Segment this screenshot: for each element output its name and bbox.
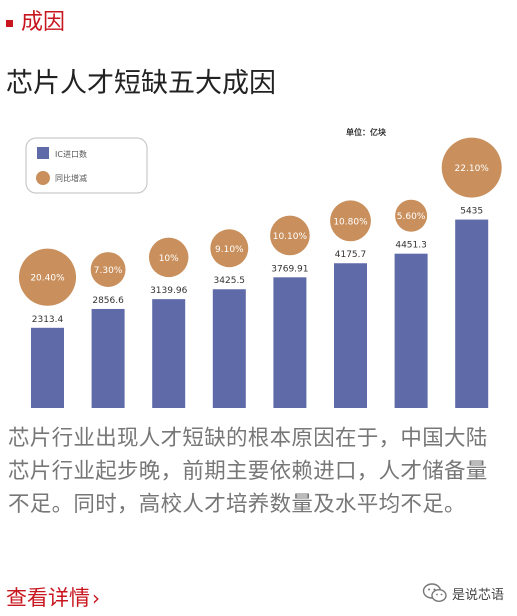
bar-6 — [334, 263, 367, 408]
bubble-1 — [18, 248, 77, 306]
bar-4 — [212, 289, 246, 408]
bubble-5 — [270, 215, 310, 256]
legend-swatch-bubble — [36, 171, 50, 185]
bubble-3 — [148, 237, 189, 278]
wechat-icon — [422, 583, 447, 603]
bubble-7 — [395, 199, 428, 232]
bubble-value-label-8: 22.10% — [455, 164, 490, 174]
bar-value-label-6: 4175.7 — [335, 250, 367, 260]
bubble-value-label-5: 10.10% — [273, 232, 308, 242]
chevron-right-icon: › — [92, 586, 100, 610]
bubble-value-label-6: 10.80% — [333, 217, 368, 227]
legend-label-bubble: 同比增减 — [55, 173, 87, 183]
bubble-value-label-3: 10% — [159, 254, 179, 264]
bubbles-group: 20.40% 7.30% 10% 9.10% 10.10% 10.80% 5.60% 22.1… — [18, 137, 502, 306]
section-label: 成因 — [21, 10, 66, 35]
bar-3 — [152, 299, 186, 408]
bubble-6 — [330, 200, 371, 242]
chart-unit-label: 单位：亿块 — [346, 127, 387, 137]
bar-value-label-2: 2856.6 — [92, 296, 124, 306]
view-details-link[interactable]: 查看详情 › — [6, 583, 100, 613]
bubble-value-label-2: 7.30% — [94, 266, 123, 276]
bar-1 — [31, 327, 64, 408]
legend-swatch-bar — [37, 147, 49, 159]
bars-group: 2313.4 2856.6 3139.96 3425.5 3769.91 4175.7 44… — [31, 207, 489, 408]
bar-2 — [91, 308, 125, 408]
section-header: 成因 — [6, 6, 65, 40]
bubble-4 — [210, 229, 249, 268]
bar-8 — [455, 219, 489, 408]
watermark: 是说芯语 — [422, 578, 504, 608]
bubble-8 — [441, 137, 502, 198]
bar-value-label-3: 3139.96 — [150, 286, 187, 296]
bar-value-label-8: 5435 — [460, 207, 483, 217]
bar-5 — [273, 277, 307, 408]
legend-frame — [25, 137, 148, 194]
section-marker — [6, 19, 13, 27]
bar-value-label-1: 2313.4 — [32, 315, 64, 325]
article-body: 芯片行业出现人才短缺的根本原因在于，中国大陆芯片行业起步晚，前期主要依赖进口，人… — [8, 426, 488, 517]
bar-value-label-4: 3425.5 — [214, 276, 246, 286]
chart-legend: IC进口数 同比增减 — [25, 137, 148, 194]
bar-value-label-7: 4451.3 — [395, 241, 427, 251]
legend-label-bar: IC进口数 — [55, 149, 87, 159]
bar-7 — [394, 253, 428, 408]
view-details-label: 查看详情 — [6, 586, 90, 610]
bubble-2 — [90, 252, 126, 287]
article-title: 芯片人才短缺五大成因 — [6, 68, 276, 99]
watermark-text: 是说芯语 — [452, 587, 505, 603]
bar-value-label-5: 3769.91 — [271, 264, 308, 274]
chart-svg: IC进口数 同比增减 单位：亿块 2313.4 2856.6 3139.96 3425… — [18, 127, 502, 408]
bubble-value-label-1: 20.40% — [30, 274, 65, 284]
bubble-value-label-4: 9.10% — [215, 245, 244, 255]
ic-import-chart: IC进口数 同比增减 单位：亿块 2313.4 2856.6 3139.96 3425… — [0, 118, 517, 408]
bubble-value-label-7: 5.60% — [397, 212, 426, 222]
